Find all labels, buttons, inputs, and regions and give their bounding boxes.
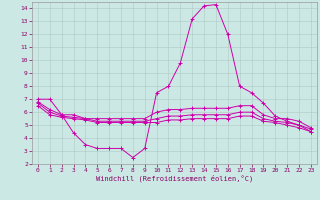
X-axis label: Windchill (Refroidissement éolien,°C): Windchill (Refroidissement éolien,°C)	[96, 175, 253, 182]
